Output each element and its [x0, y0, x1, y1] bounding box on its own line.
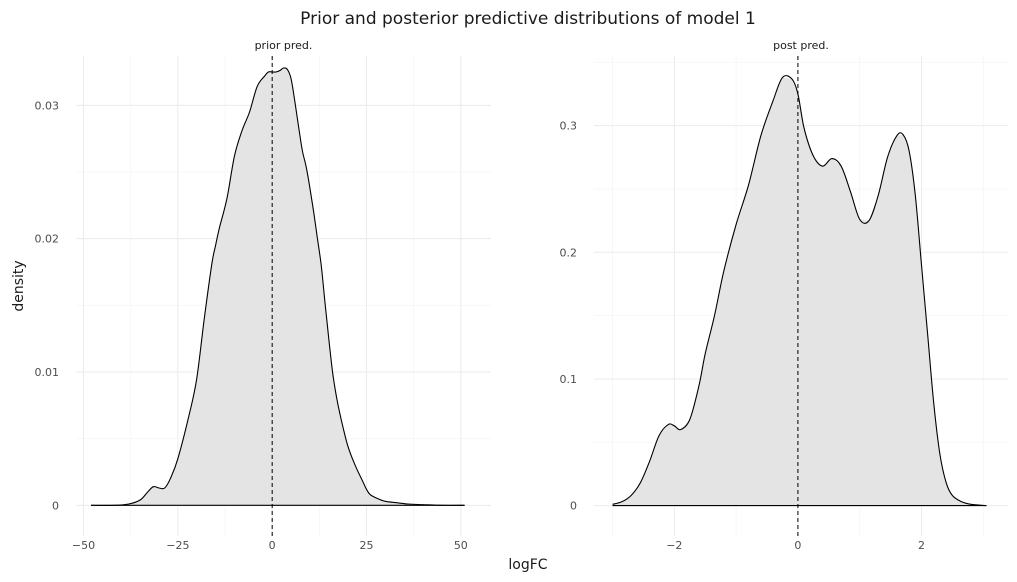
density-curve: [612, 75, 987, 507]
x-tick-label: 25: [360, 539, 374, 552]
x-tick-label: −50: [72, 539, 95, 552]
y-tick-label: 0: [52, 499, 59, 512]
density-curve: [91, 67, 465, 506]
y-tick-label: 0.03: [35, 99, 60, 112]
density-area: [91, 68, 465, 506]
y-tick-label: 0.01: [35, 366, 60, 379]
x-tick-label: −2: [666, 539, 682, 552]
panel-post-pred: −2 0 2 0 0.1 0.2 0.3 post pred.: [560, 39, 1008, 552]
y-axis-label: density: [11, 260, 27, 311]
x-tick-label: 2: [918, 539, 925, 552]
x-axis-label: logFC: [508, 557, 547, 573]
x-tick-label: −25: [166, 539, 189, 552]
density-area: [612, 77, 987, 506]
chart-title: Prior and posterior predictive distribut…: [300, 9, 756, 29]
y-tick-label: 0.1: [560, 373, 578, 386]
y-tick-label: 0.02: [35, 233, 60, 246]
panel-strip-label: prior pred.: [255, 39, 313, 52]
y-tick-label: 0.3: [560, 120, 578, 133]
panel-prior-pred: −50 −25 0 25 50 0 0.01 0.02 0.03 prior pred.: [35, 39, 491, 552]
y-tick-label: 0.2: [560, 246, 578, 259]
x-tick-label: 50: [454, 539, 468, 552]
x-tick-label: 0: [269, 539, 276, 552]
panel-strip-label: post pred.: [773, 39, 829, 52]
x-tick-label: 0: [794, 539, 801, 552]
y-tick-label: 0: [570, 500, 577, 513]
